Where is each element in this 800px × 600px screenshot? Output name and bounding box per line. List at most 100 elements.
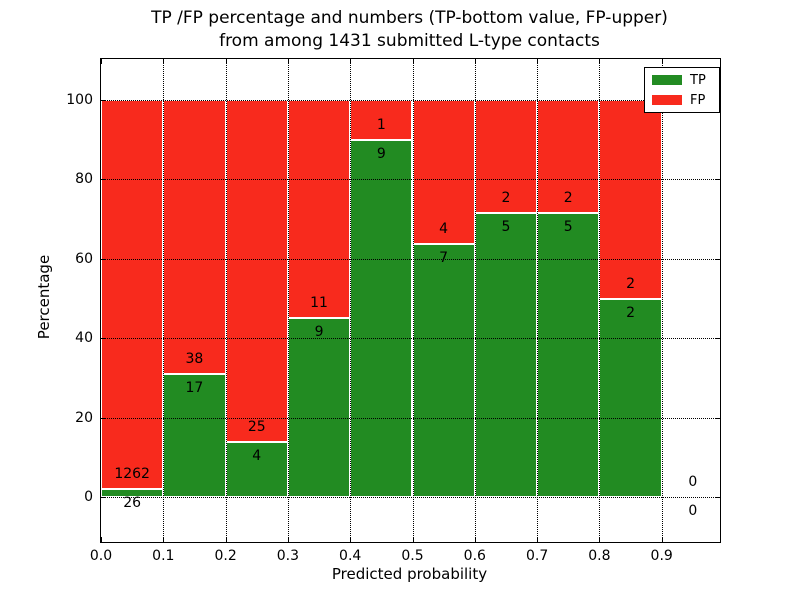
bar-segment-tp [101,488,164,497]
plot-area: TP FP 1262 26 38 17 25 4 11 9 1 9 4 7 2 5 2 5 2 2 0 0 0.0 0.1… [66,58,721,564]
x-tick-label: 0.4 [339,548,362,564]
bar-segment-fp [599,100,662,299]
x-tick-mark-top [225,59,227,64]
y-gridline [101,258,720,260]
y-tick-mark-right [715,258,720,260]
y-tick-label: 0 [84,489,93,505]
bar-segment-fp [537,100,600,214]
bar-segment-tp [412,244,475,497]
y-tick-label: 40 [75,330,93,347]
y-tick-mark-left [101,179,106,181]
legend-item-tp: TP [652,74,719,87]
tp-legend-label: TP [690,72,706,88]
tp-legend-swatch [652,75,682,85]
legend-item-fp: FP [652,94,719,107]
x-tick-mark-bottom [350,537,352,542]
x-tick-mark-bottom [412,537,414,542]
chart-title: TP /FP percentage and numbers (TP-bottom… [100,7,719,53]
tp-count-label: 17 [185,380,204,397]
legend: TP FP [644,67,720,113]
x-tick-mark-top [661,59,663,64]
x-tick-label: 0.0 [89,548,113,564]
bar-segment-tp [537,213,600,497]
y-tick-label: 100 [66,92,93,108]
tp-count-label: 4 [252,448,262,465]
tp-count-label: 0 [688,503,698,519]
fp-count-label: 1 [376,116,386,133]
tp-count-label: 7 [439,250,449,267]
y-tick-label: 60 [75,250,93,267]
bar-segment-tp [350,139,413,497]
x-tick-mark-bottom [163,537,165,542]
y-tick-mark-left [101,100,106,101]
x-tick-label: 0.5 [401,548,424,564]
x-tick-label: 0.3 [276,548,300,564]
y-tick-mark-left [101,417,106,419]
y-tick-label: 80 [75,171,93,188]
bar-segment-fp [101,100,164,489]
x-tick-mark-top [537,59,539,64]
fp-count-label: 2 [563,190,573,207]
fp-count-label: 11 [310,295,328,312]
tp-count-label: 9 [314,324,324,341]
x-gridline [661,59,663,542]
x-axis-label: Predicted probability [331,565,488,583]
y-tick-label: 20 [75,409,93,426]
x-tick-label: 0.6 [463,548,486,564]
bar-segment-fp [163,100,226,375]
fp-count-label: 1262 [114,465,150,482]
bar-segment-tp [163,374,226,497]
x-tick-label: 0.1 [152,548,175,564]
x-tick-label: 0.7 [525,548,549,564]
bar-segment-tp [599,298,662,497]
x-tick-mark-top [412,59,414,64]
x-gridline [537,59,539,542]
fp-count-label: 4 [439,221,449,238]
x-gridline [225,59,227,542]
x-tick-label: 0.8 [588,548,611,564]
x-tick-mark-bottom [537,537,539,542]
x-tick-mark-top [101,59,102,64]
y-gridline [101,100,720,101]
x-gridline [163,59,165,542]
tp-count-label: 5 [501,219,511,236]
x-tick-mark-top [350,59,352,64]
x-tick-mark-bottom [287,537,289,542]
fp-count-label: 25 [247,419,266,436]
y-tick-mark-right [715,417,720,419]
bar-segment-fp [412,100,475,245]
bar-segment-fp [287,100,351,319]
x-gridline [412,59,414,542]
y-tick-mark-right [715,497,720,498]
x-tick-mark-bottom [225,537,227,542]
y-tick-mark-left [101,258,106,260]
bar-segment-fp [225,100,288,443]
fp-legend-swatch [652,95,682,105]
y-gridline [101,497,720,498]
y-tick-mark-right [715,338,720,340]
chart-title-line2: from among 1431 submitted L-type contact… [219,31,600,51]
y-tick-mark-left [101,497,106,498]
y-tick-mark-right [715,179,720,181]
x-tick-mark-bottom [101,537,102,542]
bar-segment-tp [474,213,538,497]
x-tick-mark-bottom [661,537,663,542]
y-gridline [101,338,720,340]
x-tick-mark-bottom [599,537,601,542]
x-tick-mark-top [287,59,289,64]
x-tick-mark-top [163,59,165,64]
fp-count-label: 0 [688,474,698,490]
bar-segment-tp [287,318,351,497]
tp-count-label: 26 [123,494,142,511]
tp-count-label: 2 [626,304,636,321]
x-gridline [474,59,476,542]
fp-count-label: 2 [501,190,511,207]
tp-count-label: 5 [563,219,573,236]
y-gridline [101,417,720,419]
chart-title-line1: TP /FP percentage and numbers (TP-bottom… [151,8,668,28]
x-gridline [350,59,352,542]
fp-count-label: 38 [185,351,204,368]
x-gridline [599,59,601,542]
x-tick-mark-top [474,59,476,64]
tp-count-label: 9 [376,145,386,162]
